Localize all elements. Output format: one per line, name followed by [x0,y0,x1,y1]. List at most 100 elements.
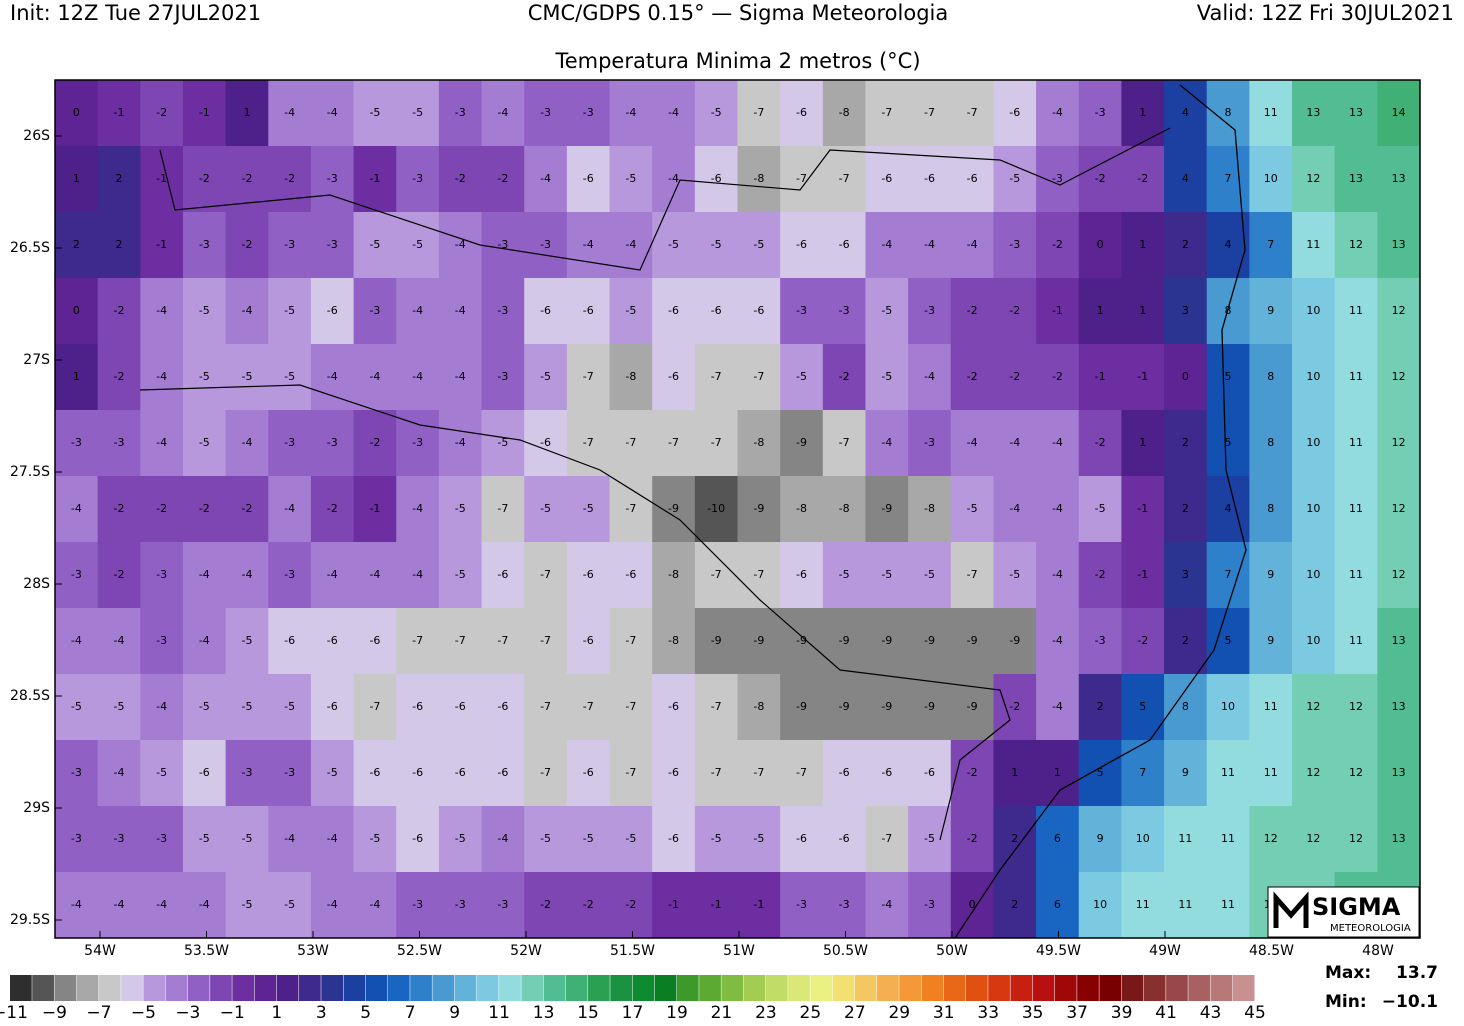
temp-value: -2 [114,370,125,383]
temp-cell [652,608,696,675]
lon-label: 52W [510,943,542,959]
temp-cell [396,740,440,807]
temp-cell [908,740,952,807]
temp-value: -4 [455,370,466,383]
temp-cell [396,344,440,411]
temp-value: -6 [583,568,594,581]
colorbar-label: −1 [220,1003,245,1022]
temp-value: -7 [583,700,594,713]
temp-value: -5 [796,370,807,383]
temp-cell [694,476,738,543]
temp-value: 8 [1267,436,1274,449]
colorbar-swatch [343,975,366,1001]
colorbar-swatch [10,975,32,1001]
colorbar-swatch [565,975,588,1001]
temp-cell [1377,344,1421,411]
max-value: 13.7 [1396,963,1438,983]
temp-cell [737,80,781,147]
temp-cell [225,476,269,543]
temp-value: -5 [1009,172,1020,185]
temp-value: -5 [199,370,210,383]
temp-cell [822,476,866,543]
temp-cell [865,212,909,279]
state-border [159,127,1171,271]
temp-value: 2 [115,238,122,251]
temp-cell [225,344,269,411]
temp-cell [353,740,397,807]
temp-value: -4 [1009,436,1020,449]
temp-value: -3 [796,898,807,911]
temp-value: 12 [1392,370,1406,383]
temp-value: 14 [1392,106,1406,119]
temp-cell [1249,542,1293,609]
temp-value: -5 [241,634,252,647]
map-title: Temperatura Minima 2 metros (°C) [554,49,920,73]
temp-cell [97,476,141,543]
temp-value: -5 [625,304,636,317]
lon-label: 50.5W [823,943,868,959]
temp-value: -7 [455,634,466,647]
temp-value: -3 [1009,238,1020,251]
colorbar-label: 43 [1200,1003,1222,1022]
temp-cell [822,278,866,345]
temp-cell [566,80,611,147]
temp-value: 4 [1182,106,1189,119]
temp-value: -4 [71,898,82,911]
temp-cell [950,278,994,345]
temp-value: -9 [796,436,807,449]
temp-value: -5 [1009,568,1020,581]
temp-value: -2 [1052,238,1063,251]
temp-value: -3 [455,898,466,911]
temp-value: -6 [796,832,807,845]
temp-cell [822,674,866,741]
temp-value: 11 [1349,370,1363,383]
temp-value: -6 [881,766,892,779]
lon-label: 52.5W [397,943,442,959]
colorbar-label: 33 [977,1003,999,1022]
temp-cell [1078,740,1122,807]
temp-cell [908,80,952,147]
temp-value: 12 [1349,238,1363,251]
temp-cell [1206,146,1250,213]
lat-label: 28S [23,576,50,592]
temp-value: 0 [73,106,80,119]
temp-cell [1334,674,1378,741]
temp-cell [694,674,738,741]
temp-cell [481,278,525,345]
temp-value: -9 [711,634,722,647]
temp-cell [993,212,1037,279]
temp-cell [225,80,269,147]
temp-cell [1036,806,1080,873]
temp-value: -5 [583,832,594,845]
colorbar-swatch [899,975,922,1001]
temp-cell [1334,806,1378,873]
temp-cell [97,410,141,477]
temp-cell [737,410,781,477]
temp-value: 2 [1182,436,1189,449]
temp-value: 0 [1182,370,1189,383]
temp-cell [140,344,184,411]
temp-value: -1 [1137,568,1148,581]
temp-value: -6 [668,832,679,845]
temp-value: -6 [924,766,935,779]
temp-cell [694,542,738,609]
temp-value: -2 [114,502,125,515]
temp-cell [993,146,1037,213]
temp-cell [310,740,355,807]
temp-value: -6 [284,634,295,647]
temp-cell [524,608,568,675]
colorbar-swatch [543,975,566,1001]
temp-value: -4 [455,436,466,449]
temp-cell [524,278,568,345]
temp-value: 12 [1392,436,1406,449]
temp-cell [1334,80,1378,147]
colorbar-label: 7 [405,1003,416,1022]
temp-value: 12 [1264,832,1278,845]
temp-cell [822,80,866,147]
temp-cell [609,410,653,477]
temp-value: 2 [115,172,122,185]
temp-value: 12 [1392,568,1406,581]
temp-cell [140,212,184,279]
temp-value: -4 [369,568,380,581]
